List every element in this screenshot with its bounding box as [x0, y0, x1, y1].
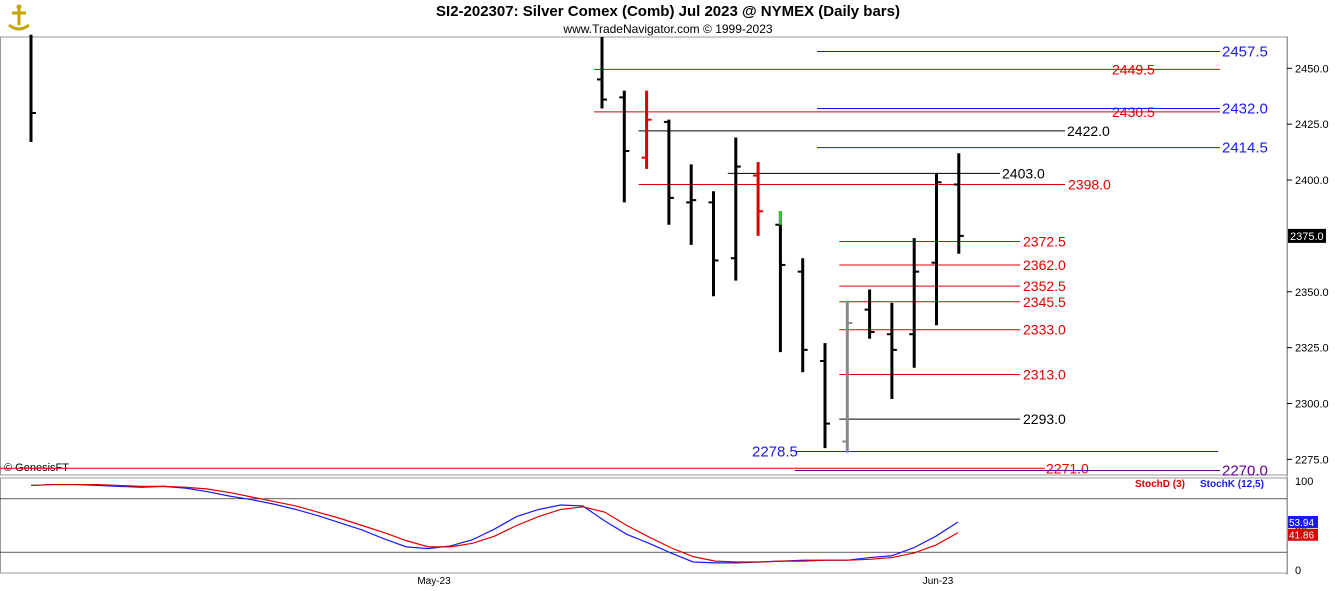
oscillator-panel-frame: [0, 477, 1288, 574]
level-label: 2432.0: [1222, 101, 1268, 118]
y-tick-label: 2325.0: [1295, 343, 1329, 355]
level-label: 2372.5: [1023, 233, 1066, 249]
level-label: 2457.5: [1222, 44, 1268, 61]
y-tick-label: 2400.0: [1295, 175, 1329, 187]
level-label: 2430.5: [1112, 104, 1155, 120]
y-tick-label: 2425.0: [1295, 119, 1329, 131]
genesis-logo-icon: [4, 3, 34, 38]
osc-series-line: [30, 483, 959, 564]
level-label: 2362.0: [1023, 257, 1066, 273]
y-tick-label: 2350.0: [1295, 287, 1329, 299]
chart-title: SI2-202307: Silver Comex (Comb) Jul 2023…: [436, 3, 900, 20]
stochd-value: 41.86: [1289, 531, 1314, 542]
level-label: 2270.0: [1222, 463, 1268, 480]
level-label: 2278.5: [752, 444, 798, 461]
x-axis-label: May-23: [417, 576, 451, 587]
level-label: 2352.5: [1023, 278, 1066, 294]
level-label: 2333.0: [1023, 322, 1066, 338]
level-label: 2313.0: [1023, 366, 1066, 382]
level-label: 2414.5: [1222, 140, 1268, 157]
osc-y-tick-label: 100: [1295, 476, 1313, 488]
level-label: 2345.5: [1023, 294, 1066, 310]
level-label: 2403.0: [1002, 165, 1045, 181]
current-price-label: 2375.0: [1290, 231, 1324, 243]
level-label: 2449.5: [1112, 61, 1155, 77]
osc-series-line: [30, 483, 959, 563]
level-label: 2293.0: [1023, 411, 1066, 427]
stochk-value-box: [1288, 515, 1318, 528]
y-tick-label: 2300.0: [1295, 398, 1329, 410]
price-panel-frame: [0, 36, 1288, 476]
level-label: 2271.0: [1046, 460, 1089, 476]
y-tick-label: 2275.0: [1295, 454, 1329, 466]
legend-stochk: StochK (12,5): [1200, 479, 1264, 490]
stochk-value: 53.94: [1289, 518, 1314, 529]
level-label: 2398.0: [1068, 176, 1111, 192]
y-tick-label: 2450.0: [1295, 63, 1329, 75]
chart-subtitle: www.TradeNavigator.com © 1999-2023: [563, 22, 773, 36]
stochd-value-box: [1288, 528, 1318, 541]
current-price-box: [1288, 228, 1326, 243]
x-axis-label: Jun-23: [923, 576, 954, 587]
osc-y-tick-label: 0: [1295, 565, 1301, 577]
legend-stochd: StochD (3): [1135, 479, 1185, 490]
level-label: 2422.0: [1067, 123, 1110, 139]
